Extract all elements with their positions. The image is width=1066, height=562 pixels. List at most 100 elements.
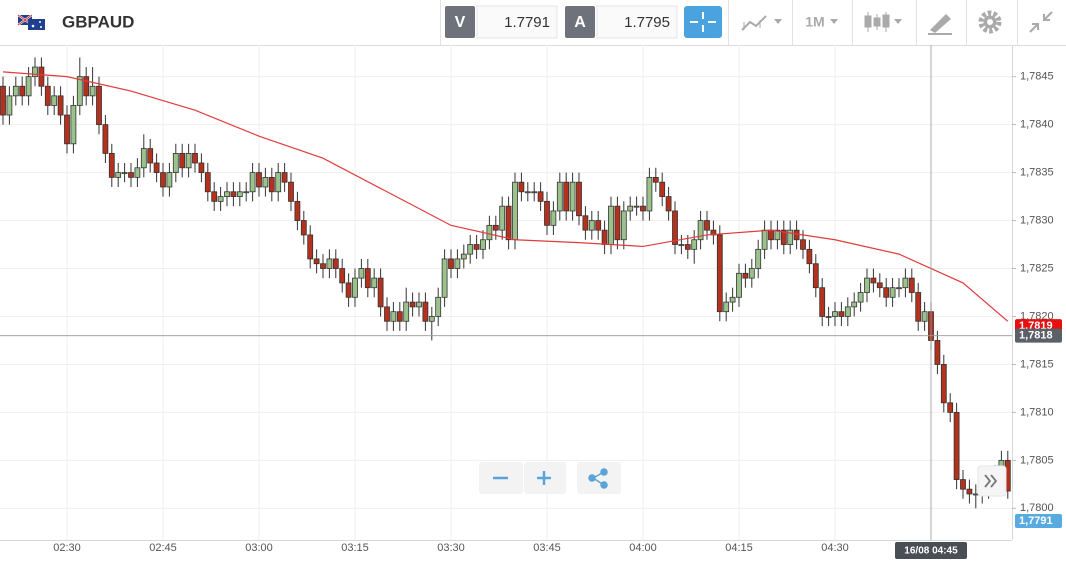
- timeframe[interactable]: 1M: [805, 14, 824, 30]
- candle-body: [755, 248, 762, 269]
- candle-body: [339, 268, 346, 284]
- ask-badge[interactable]: [565, 6, 595, 38]
- candle-body: [806, 248, 813, 265]
- candle-body: [345, 282, 352, 298]
- candle-body: [838, 311, 845, 317]
- candle-body: [172, 153, 179, 173]
- candle-body: [652, 176, 659, 183]
- candle-body: [435, 296, 442, 317]
- x-tick-label: 02:45: [149, 542, 177, 554]
- candle-body: [742, 272, 749, 279]
- chart-type-button[interactable]: [741, 15, 782, 31]
- candle-body: [601, 229, 608, 245]
- candle-body: [684, 244, 691, 250]
- candle-body: [531, 191, 538, 194]
- candle-body: [608, 205, 614, 245]
- candle-body: [0, 85, 6, 116]
- y-tick-label: 1,7815: [1020, 358, 1054, 370]
- candle-body: [313, 258, 320, 265]
- candle-body: [243, 191, 250, 194]
- x-tick-label: 03:45: [533, 542, 561, 554]
- settings-button[interactable]: [978, 10, 1002, 34]
- candle-body: [780, 229, 787, 245]
- x-tick-label: 03:15: [341, 542, 369, 554]
- candle-body: [76, 76, 83, 106]
- candle-body: [825, 316, 832, 318]
- candle-body: [627, 205, 634, 212]
- candle-body: [307, 234, 314, 260]
- candle-body: [697, 220, 704, 241]
- draw-tools-button[interactable]: [928, 14, 952, 35]
- candle-body: [390, 311, 397, 322]
- candle-body: [256, 172, 262, 188]
- candle-body: [902, 277, 909, 289]
- candle-style-button[interactable]: [864, 12, 902, 32]
- candle-body: [633, 205, 640, 208]
- candle-body: [665, 196, 672, 212]
- candle-body: [224, 191, 230, 197]
- bid-field[interactable]: [476, 5, 558, 39]
- candle-body: [467, 244, 474, 255]
- candle-body: [800, 239, 806, 250]
- candle-body: [678, 244, 685, 246]
- bid-badge[interactable]: [445, 6, 475, 38]
- candle-body: [204, 172, 211, 193]
- candle-body: [473, 244, 480, 250]
- y-tick-label: 1,7800: [1020, 502, 1054, 514]
- x-tick-label: 03:00: [245, 542, 273, 554]
- candle-body: [128, 172, 134, 178]
- candle-body: [544, 200, 550, 226]
- x-tick-label: 02:30: [53, 542, 81, 554]
- candle-body: [64, 114, 70, 145]
- candle-body: [332, 258, 339, 269]
- candle-body: [819, 287, 826, 317]
- candle-body: [896, 287, 902, 290]
- candle-body: [275, 172, 282, 193]
- candle-body: [947, 402, 954, 413]
- candle-body: [108, 153, 115, 178]
- flag-icon: [17, 14, 45, 30]
- candle-body: [518, 181, 525, 193]
- candle-body: [416, 301, 422, 308]
- candle-body: [448, 258, 454, 269]
- candle-body: [153, 162, 160, 173]
- candle-body: [908, 277, 915, 293]
- share-button[interactable]: [577, 462, 621, 494]
- candle-body: [505, 205, 512, 241]
- x-tick-label: 04:30: [821, 542, 849, 554]
- candle-body: [115, 172, 122, 178]
- candle-body: [377, 277, 384, 308]
- candle-body: [934, 340, 941, 365]
- candle-body: [640, 205, 646, 212]
- candle-body: [966, 488, 973, 495]
- crosshair-price-label: 1,7818: [1019, 330, 1053, 342]
- candle-body: [748, 268, 755, 279]
- timeframe-caret: [830, 19, 838, 24]
- candle-body: [876, 282, 883, 289]
- candle-body: [832, 311, 838, 317]
- collapse-button[interactable]: [1029, 11, 1053, 33]
- moving-average: [2, 71, 1009, 322]
- candle-body: [588, 220, 595, 231]
- candle-body: [454, 258, 461, 269]
- bid-label: V: [455, 14, 466, 31]
- candle-body: [537, 191, 544, 202]
- candle-body: [512, 181, 518, 241]
- crosshair-button[interactable]: [684, 6, 722, 38]
- candle-body: [844, 306, 851, 317]
- candle-body: [441, 258, 448, 298]
- y-tick-label: 1,7830: [1020, 214, 1054, 226]
- scroll-right-button[interactable]: [977, 465, 1007, 497]
- candle-body: [723, 301, 730, 313]
- ask-field[interactable]: [596, 5, 678, 39]
- candle-body: [217, 196, 224, 202]
- candle-body: [921, 311, 928, 322]
- y-tick-label: 1,7805: [1020, 454, 1054, 466]
- candle-body: [793, 229, 800, 241]
- candle-body: [428, 316, 435, 322]
- candle-body: [51, 95, 58, 106]
- candle-body: [140, 148, 147, 169]
- candle-body: [294, 200, 301, 221]
- candle-body: [6, 95, 13, 116]
